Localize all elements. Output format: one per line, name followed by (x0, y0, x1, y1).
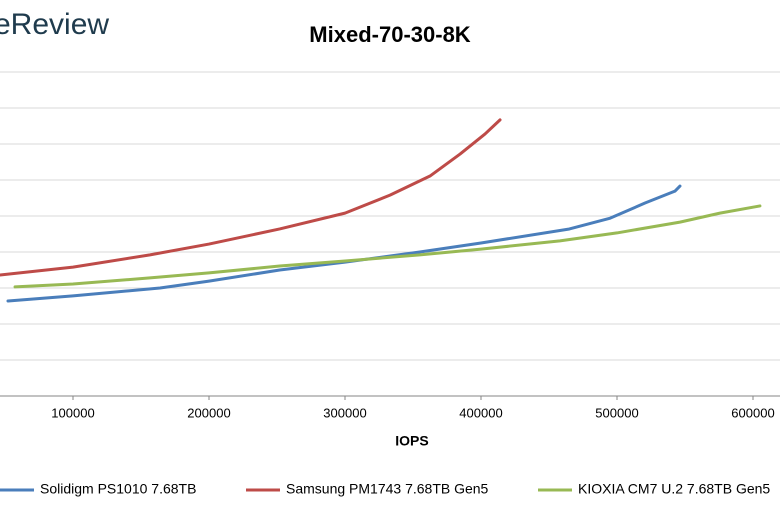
x-tick-label: 300000 (323, 405, 366, 420)
x-tick-label: 600000 (731, 405, 774, 420)
legend-label: Solidigm PS1010 7.68TB (40, 481, 196, 497)
legend-label: KIOXIA CM7 U.2 7.68TB Gen5 (578, 481, 770, 497)
series-line (13, 204, 762, 289)
chart-title: Mixed-70-30-8K (309, 22, 471, 47)
x-axis-label: IOPS (395, 433, 428, 449)
series-line (6, 184, 682, 303)
x-tick-label: 100000 (51, 405, 94, 420)
x-tick-label: 200000 (187, 405, 230, 420)
logo: eReview (0, 8, 109, 41)
x-tick-label: 500000 (595, 405, 638, 420)
legend-label: Samsung PM1743 7.68TB Gen5 (286, 481, 489, 497)
series-line (0, 118, 502, 277)
x-tick-label: 400000 (459, 405, 502, 420)
